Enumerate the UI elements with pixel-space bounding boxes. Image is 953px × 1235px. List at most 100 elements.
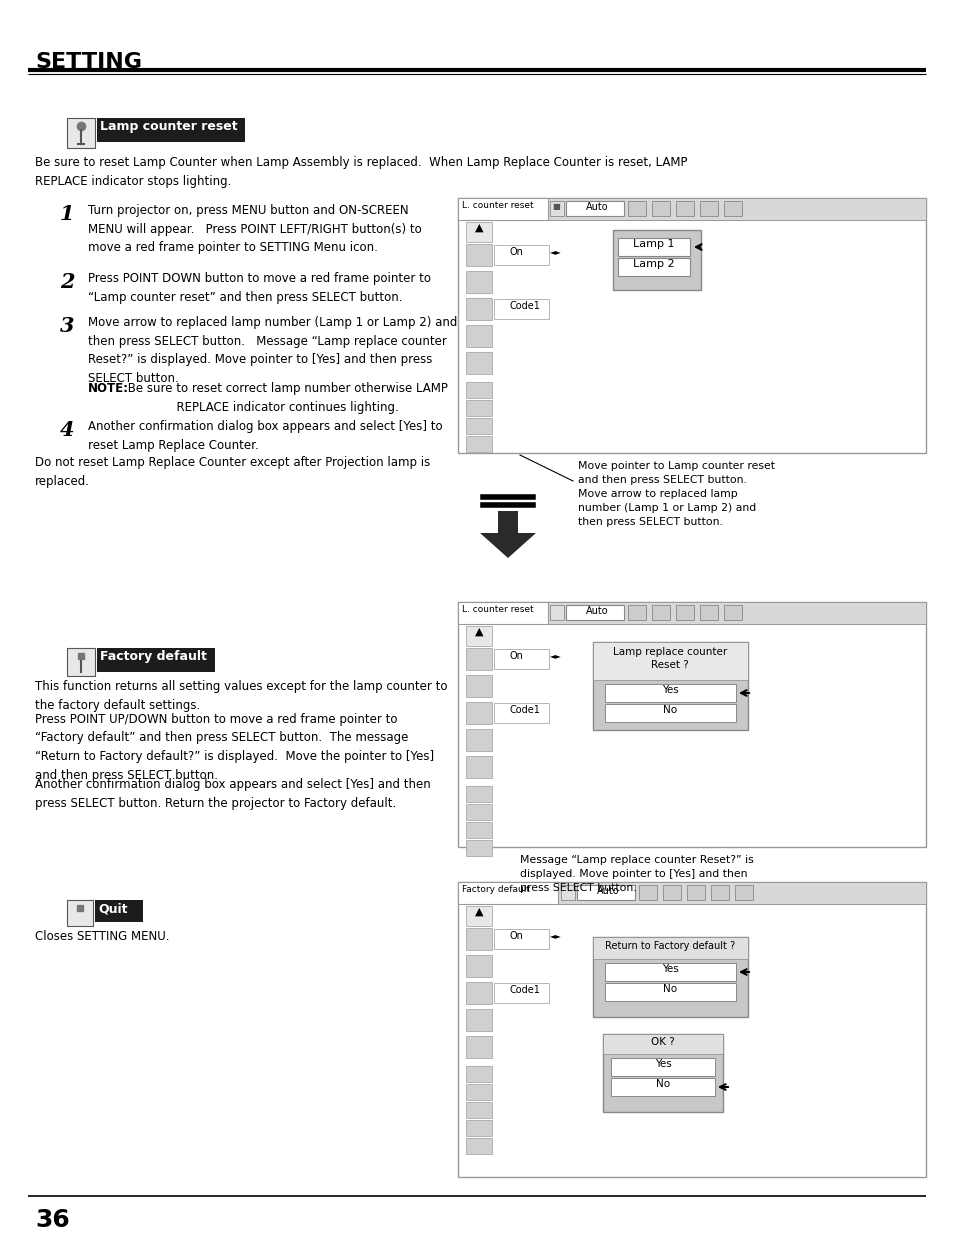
Text: This function returns all setting values except for the lamp counter to
the fact: This function returns all setting values… <box>35 680 447 713</box>
FancyBboxPatch shape <box>465 701 492 724</box>
FancyBboxPatch shape <box>565 605 623 620</box>
Text: Auto: Auto <box>585 203 608 212</box>
FancyBboxPatch shape <box>593 642 747 730</box>
FancyBboxPatch shape <box>465 785 492 802</box>
FancyBboxPatch shape <box>604 704 735 722</box>
Text: Code1: Code1 <box>510 301 540 311</box>
Text: Yes: Yes <box>661 685 678 695</box>
FancyBboxPatch shape <box>457 882 925 904</box>
Text: Turn projector on, press MENU button and ON-SCREEN
MENU will appear.   Press POI: Turn projector on, press MENU button and… <box>88 204 421 254</box>
Text: Another confirmation dialog box appears and select [Yes] and then
press SELECT b: Another confirmation dialog box appears … <box>35 778 431 809</box>
FancyBboxPatch shape <box>494 703 548 722</box>
FancyBboxPatch shape <box>686 885 704 900</box>
Text: Closes SETTING MENU.: Closes SETTING MENU. <box>35 930 170 944</box>
FancyBboxPatch shape <box>465 927 492 950</box>
FancyBboxPatch shape <box>465 298 492 320</box>
FancyBboxPatch shape <box>465 676 492 697</box>
Text: 36: 36 <box>35 1208 70 1233</box>
FancyBboxPatch shape <box>613 230 700 290</box>
Text: Lamp 1: Lamp 1 <box>633 240 674 249</box>
FancyBboxPatch shape <box>604 684 735 701</box>
Text: Be sure to reset Lamp Counter when Lamp Assembly is replaced.  When Lamp Replace: Be sure to reset Lamp Counter when Lamp … <box>35 156 687 188</box>
FancyBboxPatch shape <box>465 823 492 839</box>
FancyBboxPatch shape <box>593 937 747 960</box>
FancyBboxPatch shape <box>494 650 548 669</box>
FancyBboxPatch shape <box>610 1078 714 1095</box>
Text: Another confirmation dialog box appears and select [Yes] to
reset Lamp Replace C: Another confirmation dialog box appears … <box>88 420 442 452</box>
FancyBboxPatch shape <box>593 642 747 680</box>
Text: Do not reset Lamp Replace Counter except after Projection lamp is
replaced.: Do not reset Lamp Replace Counter except… <box>35 456 430 488</box>
Text: 3: 3 <box>60 316 74 336</box>
FancyBboxPatch shape <box>651 605 669 620</box>
FancyBboxPatch shape <box>700 201 718 216</box>
Text: No: No <box>662 705 677 715</box>
FancyBboxPatch shape <box>465 906 492 926</box>
FancyBboxPatch shape <box>494 929 548 948</box>
FancyBboxPatch shape <box>602 1034 722 1112</box>
FancyBboxPatch shape <box>465 245 492 266</box>
Text: ▲: ▲ <box>475 906 483 918</box>
Text: Lamp counter reset: Lamp counter reset <box>100 120 237 133</box>
Text: Message “Lamp replace counter Reset?” is: Message “Lamp replace counter Reset?” is <box>519 855 753 864</box>
FancyBboxPatch shape <box>457 882 925 1177</box>
Text: Auto: Auto <box>597 885 619 897</box>
FancyBboxPatch shape <box>457 198 925 453</box>
Text: Press POINT DOWN button to move a red frame pointer to
“Lamp counter reset” and : Press POINT DOWN button to move a red fr… <box>88 272 431 304</box>
Text: L. counter reset: L. counter reset <box>461 605 533 614</box>
Text: No: No <box>656 1079 669 1089</box>
Text: Lamp replace counter: Lamp replace counter <box>612 647 726 657</box>
Text: 4: 4 <box>60 420 74 440</box>
FancyBboxPatch shape <box>465 840 492 856</box>
Text: No: No <box>662 984 677 994</box>
Text: Lamp 2: Lamp 2 <box>633 259 674 269</box>
Text: then press SELECT button.: then press SELECT button. <box>578 517 722 527</box>
FancyBboxPatch shape <box>465 1084 492 1100</box>
FancyBboxPatch shape <box>465 382 492 398</box>
FancyBboxPatch shape <box>67 119 95 148</box>
Polygon shape <box>479 534 536 558</box>
FancyBboxPatch shape <box>676 201 693 216</box>
FancyBboxPatch shape <box>465 626 492 646</box>
Text: ■: ■ <box>552 203 559 211</box>
FancyBboxPatch shape <box>465 955 492 977</box>
FancyBboxPatch shape <box>465 222 492 242</box>
FancyBboxPatch shape <box>662 885 680 900</box>
FancyBboxPatch shape <box>604 963 735 981</box>
FancyBboxPatch shape <box>465 325 492 347</box>
FancyBboxPatch shape <box>550 201 563 216</box>
FancyBboxPatch shape <box>723 605 741 620</box>
FancyBboxPatch shape <box>602 1034 722 1053</box>
FancyBboxPatch shape <box>618 258 689 275</box>
Text: L. counter reset: L. counter reset <box>461 201 533 210</box>
FancyBboxPatch shape <box>700 605 718 620</box>
Text: Move pointer to Lamp counter reset: Move pointer to Lamp counter reset <box>578 461 774 471</box>
FancyBboxPatch shape <box>457 198 925 220</box>
Text: Auto: Auto <box>585 606 608 616</box>
Text: 1: 1 <box>60 204 74 224</box>
FancyBboxPatch shape <box>565 201 623 216</box>
FancyBboxPatch shape <box>67 648 95 676</box>
FancyBboxPatch shape <box>465 648 492 671</box>
Text: Quit: Quit <box>98 902 128 915</box>
FancyBboxPatch shape <box>457 601 925 847</box>
FancyBboxPatch shape <box>651 201 669 216</box>
FancyBboxPatch shape <box>710 885 728 900</box>
Text: ◄►: ◄► <box>550 247 561 256</box>
FancyBboxPatch shape <box>465 804 492 820</box>
Text: Move arrow to replaced lamp: Move arrow to replaced lamp <box>578 489 737 499</box>
FancyBboxPatch shape <box>465 1120 492 1136</box>
FancyBboxPatch shape <box>465 982 492 1004</box>
Text: On: On <box>510 651 523 661</box>
Text: number (Lamp 1 or Lamp 2) and: number (Lamp 1 or Lamp 2) and <box>578 503 756 513</box>
FancyBboxPatch shape <box>494 245 548 266</box>
Text: press SELECT button.: press SELECT button. <box>519 883 636 893</box>
FancyBboxPatch shape <box>723 201 741 216</box>
Text: On: On <box>510 247 523 257</box>
FancyBboxPatch shape <box>639 885 657 900</box>
FancyBboxPatch shape <box>465 436 492 452</box>
Text: Code1: Code1 <box>510 705 540 715</box>
FancyBboxPatch shape <box>593 937 747 1016</box>
Text: 2: 2 <box>60 272 74 291</box>
Text: Yes: Yes <box>654 1058 671 1070</box>
FancyBboxPatch shape <box>465 729 492 751</box>
